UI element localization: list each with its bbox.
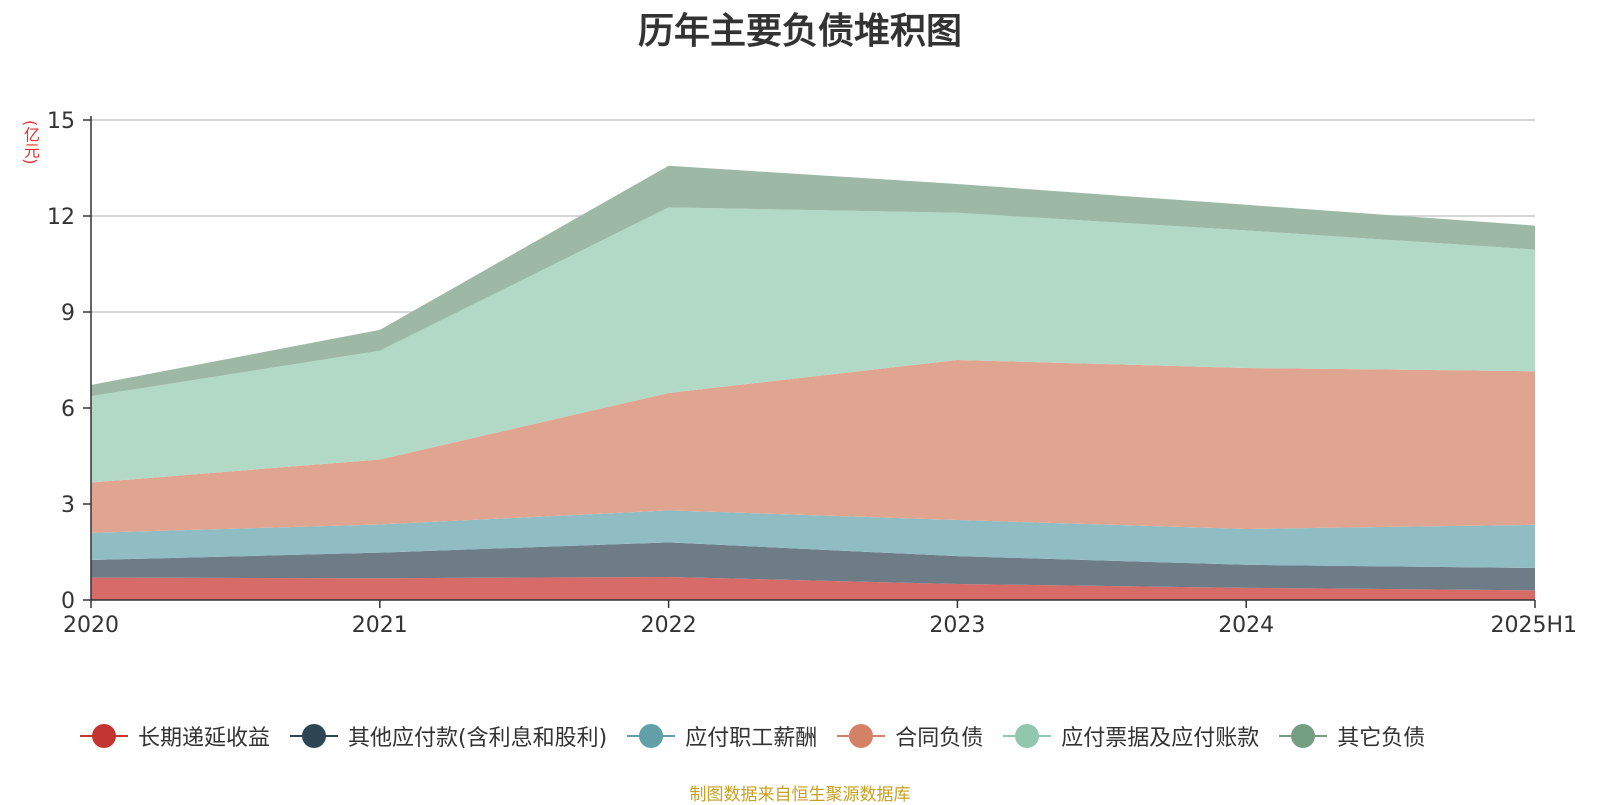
legend-marker-icon (80, 724, 128, 748)
legend-item[interactable]: 应付职工薪酬 (627, 720, 817, 752)
axes: 0 3 6 9 12 15 2020 2021 2022 2023 2024 2025H1 (47, 109, 1577, 638)
legend-marker-icon (627, 724, 676, 748)
legend-label: 长期递延收益 (138, 726, 271, 751)
x-tick-label: 2025H1 (1490, 613, 1577, 638)
legend-label: 应付票据及应付账款 (1061, 726, 1260, 751)
chart-legend: 长期递延收益 其他应付款(含利息和股利) 应付职工薪酬 合同负债 应付票据及应付账款 其它… (80, 718, 1580, 754)
y-tick-label: 6 (61, 397, 75, 422)
area-series (91, 165, 1535, 600)
area-series-4 (91, 207, 1535, 483)
area-series-0 (91, 576, 1535, 600)
y-tick-label: 3 (61, 493, 75, 518)
legend-label: 应付职工薪酬 (685, 726, 818, 751)
legend-item[interactable]: 长期递延收益 (80, 720, 270, 752)
chart-title: 历年主要负债堆积图 (637, 11, 962, 52)
legend-label: 其它负债 (1337, 726, 1426, 751)
y-axis-unit-label: (亿元) (21, 120, 40, 165)
area-series-5 (91, 165, 1535, 397)
legend-item[interactable]: 其他应付款(含利息和股利) (290, 720, 607, 752)
x-tick-label: 2023 (929, 613, 985, 638)
data-source-note: 制图数据来自恒生聚源数据库 (689, 785, 911, 805)
area-series-3 (91, 360, 1535, 533)
area-series-2 (91, 510, 1535, 568)
y-tick-label: 15 (47, 109, 75, 134)
legend-marker-icon (837, 724, 886, 748)
x-tick-label: 2020 (63, 613, 119, 638)
x-tick-label: 2024 (1218, 613, 1274, 638)
legend-marker-icon (1279, 724, 1328, 748)
y-tick-label: 12 (47, 205, 75, 230)
x-tick-label: 2022 (641, 613, 697, 638)
legend-item[interactable]: 应付票据及应付账款 (1003, 720, 1259, 752)
y-tick-label: 9 (61, 301, 75, 326)
legend-item[interactable]: 合同负债 (837, 720, 983, 752)
legend-label: 合同负债 (895, 726, 984, 751)
legend-item[interactable]: 其它负债 (1279, 720, 1425, 752)
area-series-1 (91, 542, 1535, 591)
legend-marker-icon (290, 724, 339, 748)
x-tick-label: 2021 (352, 613, 408, 638)
legend-label: 其他应付款(含利息和股利) (348, 726, 608, 751)
y-tick-label: 0 (61, 589, 75, 614)
stacked-area-chart: 0 3 6 9 12 15 2020 2021 2022 2023 2024 2025H1 (47, 109, 1577, 638)
legend-marker-icon (1003, 724, 1052, 748)
